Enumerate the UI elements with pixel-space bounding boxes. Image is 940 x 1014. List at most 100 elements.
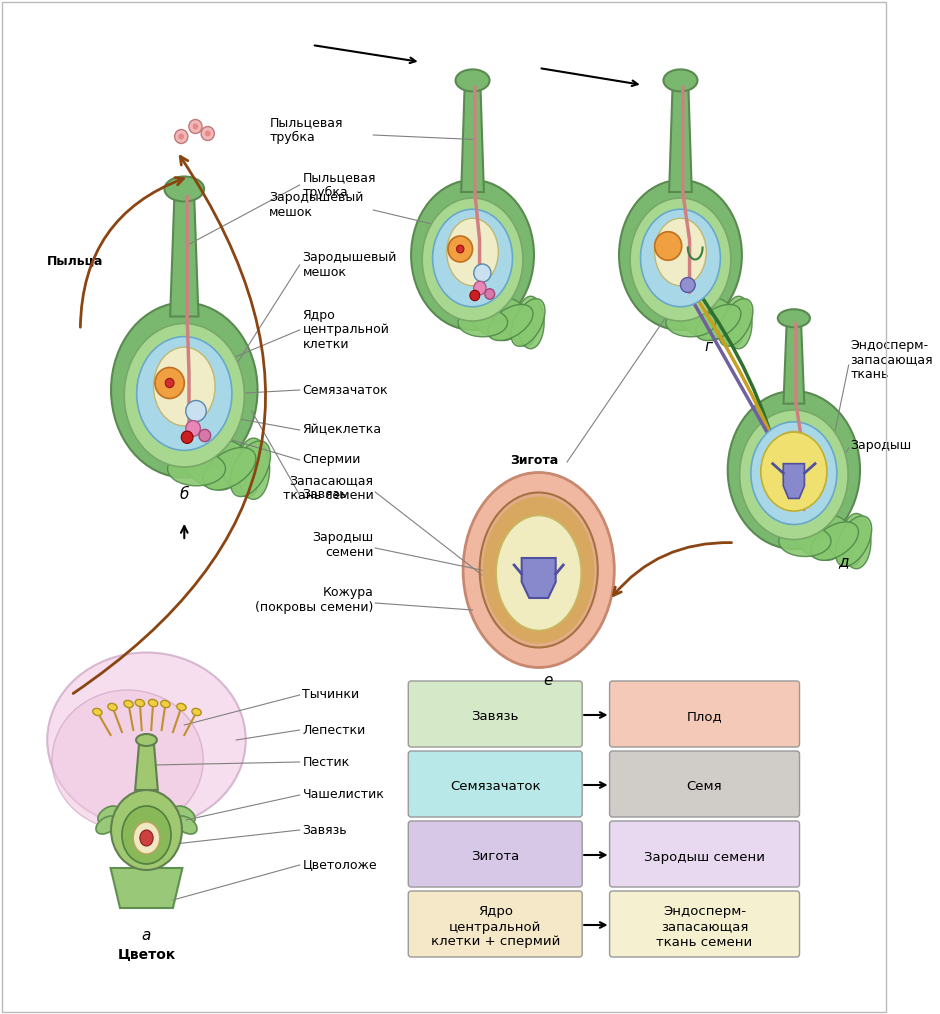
Ellipse shape [619, 180, 742, 330]
Text: Семязачаток: Семязачаток [450, 781, 540, 794]
Ellipse shape [791, 522, 839, 561]
Ellipse shape [824, 516, 861, 566]
Ellipse shape [777, 309, 810, 328]
Text: Ядро
центральной
клетки: Ядро центральной клетки [303, 308, 389, 352]
Text: Чашелистик: Чашелистик [303, 789, 384, 801]
Ellipse shape [98, 806, 119, 824]
Ellipse shape [218, 441, 258, 497]
Ellipse shape [192, 709, 201, 716]
FancyArrowPatch shape [80, 177, 183, 328]
Ellipse shape [485, 289, 494, 299]
Ellipse shape [230, 441, 271, 497]
FancyArrowPatch shape [613, 542, 731, 595]
Ellipse shape [725, 296, 752, 349]
Ellipse shape [182, 447, 235, 490]
Ellipse shape [811, 522, 858, 561]
Text: Ядро
центральной
клетки + спермий: Ядро центральной клетки + спермий [431, 906, 560, 948]
Ellipse shape [111, 790, 182, 870]
Circle shape [448, 236, 473, 262]
Ellipse shape [666, 308, 715, 337]
Text: Эндосперм-
запасающая
ткань: Эндосперм- запасающая ткань [851, 339, 933, 381]
Ellipse shape [93, 709, 102, 716]
Polygon shape [135, 745, 158, 790]
Text: Кожура
(покровы семени): Кожура (покровы семени) [255, 586, 373, 614]
Ellipse shape [696, 304, 741, 341]
Circle shape [175, 130, 188, 144]
Circle shape [201, 127, 214, 141]
Ellipse shape [640, 209, 720, 307]
Ellipse shape [153, 347, 215, 426]
Ellipse shape [177, 704, 186, 711]
Ellipse shape [96, 816, 118, 834]
Ellipse shape [474, 264, 491, 282]
Text: Зародышевый
мешок: Зародышевый мешок [270, 191, 364, 219]
Circle shape [181, 431, 193, 443]
Ellipse shape [719, 299, 753, 347]
Ellipse shape [136, 734, 157, 746]
Ellipse shape [463, 473, 615, 667]
Ellipse shape [470, 304, 515, 341]
Ellipse shape [167, 451, 226, 486]
Ellipse shape [422, 198, 523, 321]
Text: Яйцеклетка: Яйцеклетка [303, 424, 382, 436]
Ellipse shape [124, 701, 133, 708]
Ellipse shape [136, 337, 232, 450]
Text: Эндосперм-
запасающая
ткань семени: Эндосперм- запасающая ткань семени [656, 906, 753, 948]
Ellipse shape [740, 410, 848, 539]
Polygon shape [522, 558, 556, 598]
FancyBboxPatch shape [609, 821, 800, 887]
Ellipse shape [149, 700, 158, 707]
Circle shape [654, 232, 682, 261]
Text: Пыльца: Пыльца [47, 255, 103, 268]
Polygon shape [669, 87, 692, 192]
Ellipse shape [124, 323, 244, 467]
Text: Запасающая
ткань семени: Запасающая ткань семени [283, 474, 373, 502]
FancyBboxPatch shape [408, 751, 582, 817]
Circle shape [179, 134, 184, 140]
Polygon shape [170, 197, 198, 316]
Text: Пыльцевая
трубка: Пыльцевая трубка [303, 171, 376, 199]
Ellipse shape [174, 806, 196, 824]
Ellipse shape [678, 304, 723, 341]
Text: Плод: Плод [687, 711, 723, 724]
Ellipse shape [766, 431, 822, 502]
FancyBboxPatch shape [408, 681, 582, 747]
Text: Зигота: Зигота [471, 851, 519, 864]
Text: б: б [180, 487, 189, 502]
Ellipse shape [778, 525, 831, 557]
Ellipse shape [140, 830, 153, 846]
Text: Завязь: Завязь [303, 489, 347, 502]
Ellipse shape [630, 198, 730, 321]
Ellipse shape [186, 421, 200, 436]
Text: Зародышевый
мешок: Зародышевый мешок [303, 251, 397, 279]
Ellipse shape [836, 516, 871, 566]
Text: Зигота: Зигота [510, 453, 558, 466]
Ellipse shape [446, 218, 498, 286]
Ellipse shape [760, 432, 827, 511]
Ellipse shape [133, 822, 160, 854]
Ellipse shape [501, 299, 535, 347]
Ellipse shape [681, 278, 696, 292]
Ellipse shape [483, 497, 594, 644]
Polygon shape [783, 463, 805, 499]
Text: Семязачаток: Семязачаток [303, 383, 388, 396]
FancyBboxPatch shape [408, 891, 582, 957]
Circle shape [470, 290, 479, 301]
Text: Зародыш: Зародыш [851, 438, 912, 451]
Ellipse shape [52, 690, 203, 830]
Ellipse shape [432, 209, 512, 307]
Ellipse shape [511, 299, 545, 347]
Text: д: д [838, 555, 848, 569]
Polygon shape [111, 868, 182, 908]
Ellipse shape [164, 176, 204, 202]
Ellipse shape [474, 281, 486, 295]
FancyBboxPatch shape [609, 751, 800, 817]
FancyArrowPatch shape [73, 156, 266, 694]
Polygon shape [783, 323, 805, 404]
Text: Семя: Семя [687, 781, 722, 794]
FancyBboxPatch shape [408, 821, 582, 887]
Ellipse shape [709, 299, 743, 347]
Ellipse shape [456, 69, 490, 91]
Text: Завязь: Завязь [303, 823, 347, 837]
Ellipse shape [199, 429, 211, 442]
